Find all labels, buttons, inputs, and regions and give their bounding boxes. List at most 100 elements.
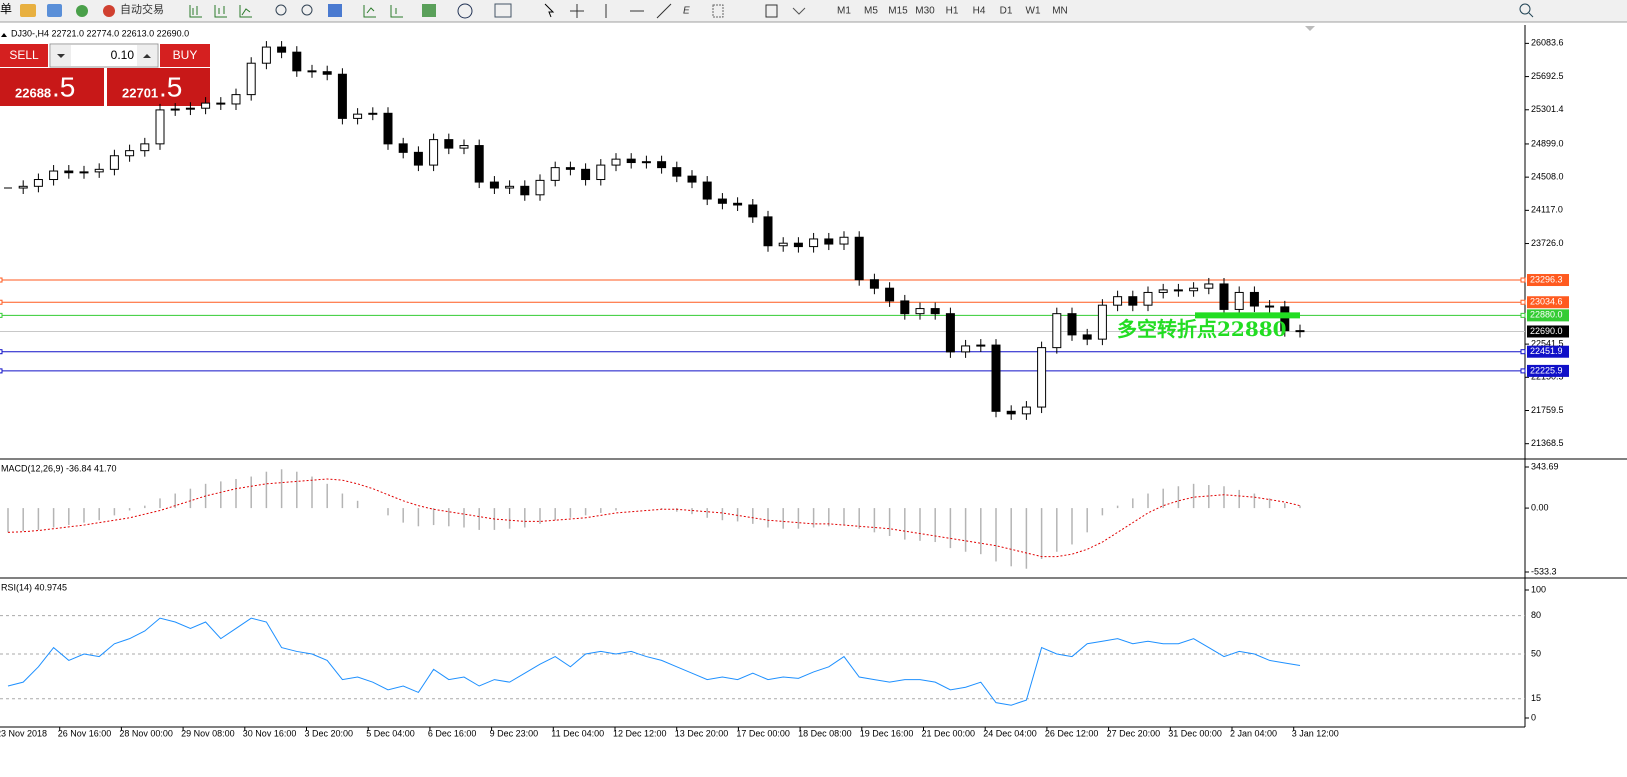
bid-price: 22688: [15, 85, 51, 100]
candle: [839, 236, 849, 245]
candle: [1021, 406, 1031, 415]
candle: [809, 238, 819, 248]
market-watch-icon[interactable]: [47, 4, 62, 17]
ask-box[interactable]: [107, 68, 210, 106]
candle: [1006, 410, 1016, 415]
level-handle[interactable]: [0, 299, 3, 305]
candle: [717, 198, 727, 204]
candle: [261, 46, 271, 64]
x-tick-label: 31 Dec 00:00: [1168, 728, 1222, 738]
arrows-icon[interactable]: [792, 7, 806, 15]
candle: [1173, 289, 1183, 292]
new-order-icon[interactable]: [20, 4, 36, 17]
candle: [79, 171, 89, 174]
cursor-icon[interactable]: [544, 3, 555, 18]
drawing-icons[interactable]: [605, 3, 672, 19]
timeframe-button[interactable]: MN: [1052, 6, 1068, 17]
sell-button[interactable]: [0, 44, 48, 67]
navigator-icon[interactable]: [76, 5, 88, 17]
zoom-out-icon[interactable]: [301, 4, 313, 16]
level-handle[interactable]: [0, 312, 3, 318]
text-icon[interactable]: [765, 4, 778, 18]
candle: [64, 170, 74, 174]
candle: [778, 242, 788, 247]
level-handle[interactable]: [1520, 312, 1526, 318]
y-tick-label: 80: [1531, 610, 1541, 620]
level-handle[interactable]: [1520, 368, 1526, 374]
level-handle[interactable]: [0, 277, 3, 283]
menu-fragment[interactable]: 单: [0, 2, 12, 16]
fibo-fan-icon[interactable]: [712, 4, 724, 18]
autoscroll-icon[interactable]: [363, 5, 376, 18]
lot-input[interactable]: [49, 43, 159, 68]
templates-icon[interactable]: [494, 3, 512, 18]
candle: [94, 168, 104, 173]
lot-value[interactable]: 0.10: [111, 48, 135, 62]
candle: [1219, 283, 1229, 310]
zoom-in-icon[interactable]: [275, 4, 287, 16]
x-tick-label: 29 Nov 08:00: [181, 728, 235, 738]
auto-trading-icon[interactable]: [103, 5, 115, 17]
x-tick-label: 19 Dec 16:00: [860, 728, 914, 738]
timeframe-button[interactable]: M5: [864, 6, 878, 17]
level-handle[interactable]: [1520, 277, 1526, 283]
candle: [596, 164, 606, 181]
x-tick-label: 3 Jan 12:00: [1292, 728, 1339, 738]
shift-icon[interactable]: [390, 5, 403, 18]
fibo-icon[interactable]: E: [683, 6, 690, 17]
y-tick-label: 24508.0: [1531, 172, 1564, 182]
timeframe-button[interactable]: H1: [946, 6, 959, 17]
candle: [793, 242, 803, 248]
collapse-arrow[interactable]: [1, 33, 7, 37]
y-tick-label: 343.69: [1531, 461, 1559, 471]
candle: [611, 158, 621, 166]
y-tick-label: 23726.0: [1531, 238, 1564, 248]
y-tick-label: 50: [1531, 648, 1541, 658]
x-tick-label: 18 Dec 08:00: [798, 728, 852, 738]
macd-signal: [7, 478, 1301, 558]
x-tick-label: 27 Dec 20:00: [1107, 728, 1161, 738]
level-handle[interactable]: [1520, 349, 1526, 355]
bar-chart-icon[interactable]: [189, 5, 202, 18]
sell-label[interactable]: SELL: [9, 48, 39, 62]
timeframe-button[interactable]: M15: [888, 6, 908, 17]
annotation: 多空转折点22880: [1117, 317, 1287, 341]
candle: [748, 204, 758, 218]
tile-icon[interactable]: [328, 4, 342, 17]
line-icon[interactable]: [239, 5, 252, 18]
candle: [337, 73, 347, 119]
timeframe-button[interactable]: D1: [1000, 6, 1013, 17]
y-tick-label: 21368.5: [1531, 438, 1564, 448]
one-click-trading: SELL 0.10 BUY 22688 .5 22701 .5: [0, 43, 210, 106]
y-tick-label: 24117.0: [1531, 205, 1563, 215]
periods-icon[interactable]: [457, 3, 473, 19]
candle: [565, 167, 575, 170]
annotation-bar: [1195, 312, 1300, 319]
bid-box[interactable]: [0, 68, 104, 106]
candle: [505, 185, 515, 189]
timeframe-button[interactable]: M1: [837, 6, 851, 17]
x-tick-label: 26 Nov 16:00: [58, 728, 112, 738]
timeframe-button[interactable]: H4: [973, 6, 986, 17]
candle-icon[interactable]: [214, 5, 227, 18]
buy-button[interactable]: [160, 44, 210, 67]
candle: [885, 287, 895, 302]
ask-pips: .5: [159, 71, 182, 102]
level-handle[interactable]: [1520, 299, 1526, 305]
candle: [961, 345, 971, 353]
timeframe-button[interactable]: W1: [1026, 6, 1041, 17]
timeframe-button[interactable]: M30: [915, 6, 935, 17]
y-tick-label: 25692.5: [1531, 71, 1564, 81]
level-handle[interactable]: [0, 368, 3, 374]
search-icon[interactable]: [1519, 3, 1531, 15]
y-tick-label: 22541.5: [1531, 338, 1564, 348]
candle: [1280, 306, 1290, 332]
level-handle[interactable]: [0, 349, 3, 355]
x-tick-label: 9 Dec 23:00: [490, 728, 539, 738]
level-label-box: [1527, 274, 1569, 287]
indicators-icon[interactable]: [422, 4, 436, 17]
auto-trading-button[interactable]: 自动交易: [120, 2, 164, 16]
crosshair-icon[interactable]: [570, 4, 584, 18]
candle: [307, 70, 317, 73]
buy-label[interactable]: BUY: [173, 48, 198, 62]
